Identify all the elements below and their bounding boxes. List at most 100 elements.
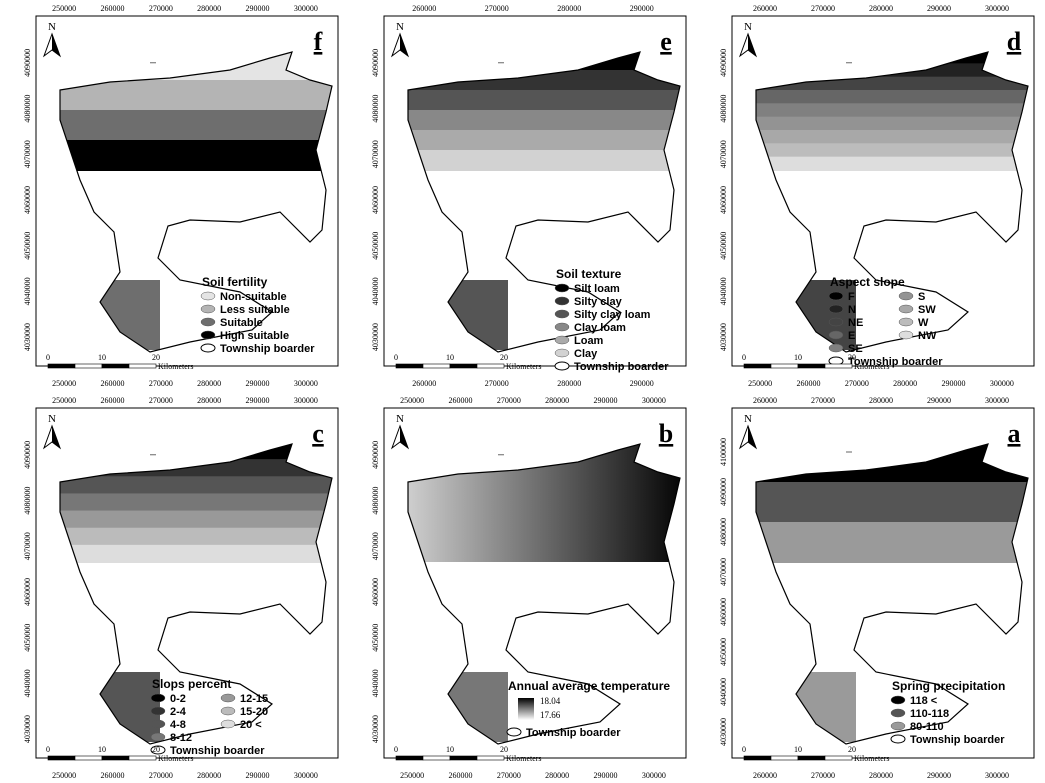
class-area [736,103,1036,117]
legend-swatch [891,722,905,730]
class-area [40,528,340,546]
class-area [40,140,340,171]
y-tick-label: 4060000 [719,186,728,214]
legend-swatch [829,318,843,326]
x-tick-label: 300000 [985,396,1009,405]
x-tick-label: 260000 [101,379,125,388]
legend-label: Silty clay loam [574,309,651,321]
x-tick-label: 270000 [497,771,521,780]
scale-label: 0 [742,745,746,754]
x-tick-label: 280000 [197,4,221,13]
y-tick-label: 4080000 [23,95,32,123]
map-panel: 2600002700002800002900002600002700002800… [348,0,696,391]
legend-swatch [507,728,521,736]
class-area [40,511,340,529]
scale-unit: Kilometers [854,754,890,763]
legend-label: 4-8 [170,719,186,731]
y-tick-label: 4060000 [371,578,380,606]
x-tick-label: 270000 [149,379,173,388]
scale-segment [744,756,771,760]
legend-label: 20 < [240,719,262,731]
panel-letter: e [660,27,672,56]
scale-label: 20 [848,745,856,754]
y-tick-label: 4090000 [371,49,380,77]
figure: 2500002600002700002800002900003000002500… [0,0,1045,783]
x-tick-label: 250000 [400,396,424,405]
scale-segment [771,364,798,368]
legend-title: Soil texture [556,267,622,281]
y-tick-label: 4090000 [23,441,32,469]
scale-label: 20 [500,353,508,362]
legend-swatch [899,292,913,300]
legend-swatch [899,318,913,326]
township-map [40,442,340,744]
map-panel: 2600002700002800002900003000002500002600… [696,0,1044,391]
x-tick-label: 290000 [246,379,270,388]
legend-label: 15-20 [240,706,268,718]
x-tick-label: 290000 [927,396,951,405]
y-tick-label: 4030000 [719,323,728,351]
y-tick-label: 4060000 [719,598,728,626]
x-tick-label: 300000 [294,771,318,780]
legend-max: 18.04 [540,696,561,706]
y-tick-label: 4030000 [371,323,380,351]
legend-swatch [829,344,843,352]
map-panel: 2500002600002700002800002900003000002500… [348,392,696,783]
legend-label: SW [918,304,936,316]
y-tick-label: 4090000 [371,441,380,469]
x-tick-label: 280000 [545,396,569,405]
legend-label: S [918,291,925,303]
panel-letter: c [312,419,324,448]
x-tick-label: 280000 [545,771,569,780]
x-tick-label: 260000 [412,4,436,13]
legend-swatch [891,709,905,717]
x-tick-label: 300000 [294,379,318,388]
map: 2600002700002800002900003000002500002600… [696,0,1044,391]
scale-label: 20 [152,353,160,362]
x-tick-label: 260000 [412,379,436,388]
class-area [736,482,1036,523]
scale-label: 0 [46,745,50,754]
township-map [736,442,1036,744]
class-area [736,442,1036,483]
scale-unit: Kilometers [854,362,890,371]
legend-swatch [201,344,215,352]
scale-label: 10 [794,745,802,754]
legend-label: 80-110 [910,721,944,733]
scale-segment [48,364,75,368]
class-area [40,545,340,563]
panel-letter: d [1007,27,1022,56]
scale-segment [48,756,75,760]
y-tick-label: 4050000 [23,232,32,260]
y-tick-label: 4050000 [719,232,728,260]
scale-segment [396,756,423,760]
class-area [40,80,340,111]
x-tick-label: 270000 [811,771,835,780]
x-tick-label: 300000 [642,771,666,780]
legend-swatch [891,735,905,743]
y-tick-label: 4030000 [23,323,32,351]
x-tick-label: 260000 [101,4,125,13]
scale-label: 10 [446,353,454,362]
legend-swatch [555,349,569,357]
x-tick-label: 280000 [869,4,893,13]
scale-segment [129,756,156,760]
scale-label: 0 [742,353,746,362]
scale-label: 0 [394,353,398,362]
scale-unit: Kilometers [506,362,542,371]
legend-label: E [848,330,855,342]
x-tick-label: 290000 [246,771,270,780]
x-tick-label: 260000 [101,771,125,780]
legend-swatch [555,284,569,292]
legend-label: W [918,317,929,329]
x-tick-label: 270000 [497,396,521,405]
map: 2500002600002700002800002900003000002500… [0,0,348,391]
class-area [40,476,340,494]
scale-label: 0 [394,745,398,754]
y-tick-label: 4040000 [371,277,380,305]
legend-label: N [848,304,856,316]
x-tick-label: 280000 [197,771,221,780]
scale-segment [423,364,450,368]
scale-segment [102,364,129,368]
